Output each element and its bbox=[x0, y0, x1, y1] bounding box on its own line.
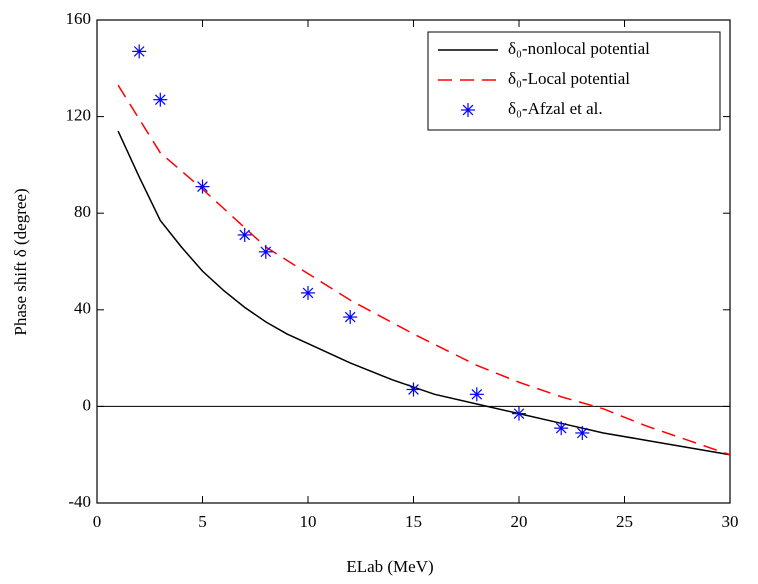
data-point bbox=[237, 227, 252, 242]
data-point bbox=[512, 406, 526, 421]
data-point bbox=[575, 425, 590, 440]
y-tick-label: 0 bbox=[83, 395, 92, 414]
x-tick-label: 25 bbox=[616, 512, 633, 531]
x-tick-label: 10 bbox=[300, 512, 317, 531]
data-point bbox=[554, 421, 569, 436]
marker-stroke bbox=[260, 246, 272, 258]
marker-stroke bbox=[344, 311, 356, 323]
data-point bbox=[469, 387, 484, 402]
y-tick-label: 80 bbox=[74, 202, 91, 221]
marker-stroke bbox=[154, 94, 166, 106]
x-tick-label: 30 bbox=[722, 512, 739, 531]
y-tick-label: 40 bbox=[74, 299, 91, 318]
x-tick-label: 20 bbox=[511, 512, 528, 531]
marker-stroke bbox=[576, 427, 588, 439]
data-point bbox=[153, 92, 168, 107]
data-point bbox=[343, 310, 358, 325]
marker-stroke bbox=[462, 104, 474, 116]
data-point bbox=[301, 285, 315, 300]
marker-stroke bbox=[239, 229, 251, 241]
marker-stroke bbox=[408, 384, 419, 395]
x-axis-label: ELab (MeV) bbox=[346, 557, 433, 576]
y-tick-label: 120 bbox=[66, 106, 92, 125]
data-point bbox=[132, 44, 147, 59]
y-axis-label: Phase shift δ (degree) bbox=[11, 188, 30, 335]
marker-stroke bbox=[197, 181, 208, 192]
legend-label: δ₀-Afzal et al. bbox=[508, 99, 603, 118]
legend-label: δ₀-Local potential bbox=[508, 69, 630, 88]
data-line bbox=[117, 130, 731, 456]
marker-stroke bbox=[513, 408, 525, 419]
x-tick-label: 0 bbox=[93, 512, 102, 531]
data-point bbox=[406, 382, 421, 397]
x-tick-label: 5 bbox=[198, 512, 207, 531]
legend-label: δ₀-nonlocal potential bbox=[508, 39, 650, 58]
y-tick-label: 160 bbox=[66, 9, 92, 28]
marker-stroke bbox=[302, 287, 314, 299]
data-line bbox=[117, 84, 731, 456]
x-tick-label: 15 bbox=[405, 512, 422, 531]
data-point bbox=[195, 179, 210, 194]
marker-stroke bbox=[133, 46, 145, 57]
marker-stroke bbox=[555, 422, 567, 434]
legend-box bbox=[427, 31, 721, 131]
marker-stroke bbox=[471, 389, 483, 400]
legend-marker bbox=[461, 103, 475, 117]
data-point bbox=[258, 244, 273, 259]
y-tick-label: -40 bbox=[68, 492, 91, 511]
